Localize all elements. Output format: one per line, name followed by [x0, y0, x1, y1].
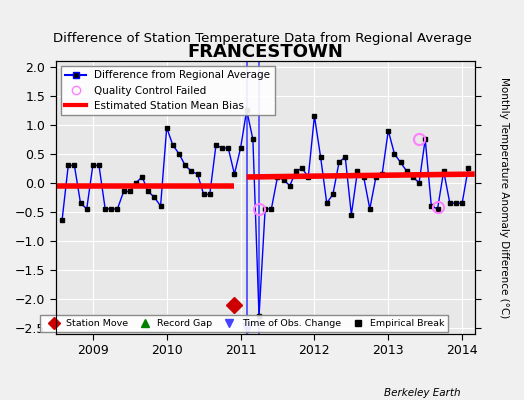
Text: Berkeley Earth: Berkeley Earth	[385, 388, 461, 398]
Legend: Station Move, Record Gap, Time of Obs. Change, Empirical Break: Station Move, Record Gap, Time of Obs. C…	[40, 315, 449, 332]
Y-axis label: Monthly Temperature Anomaly Difference (°C): Monthly Temperature Anomaly Difference (…	[499, 77, 509, 318]
Text: Difference of Station Temperature Data from Regional Average: Difference of Station Temperature Data f…	[52, 32, 472, 45]
Title: FRANCESTOWN: FRANCESTOWN	[188, 43, 343, 61]
